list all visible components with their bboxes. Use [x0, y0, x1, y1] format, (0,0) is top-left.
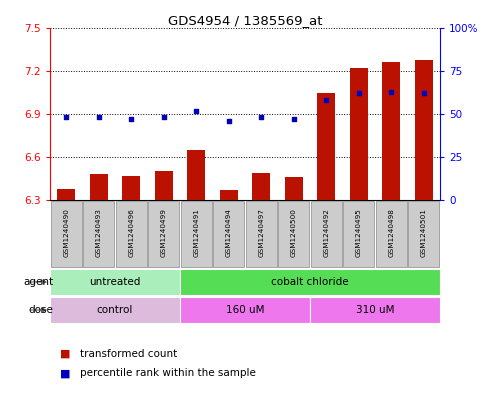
Text: GSM1240499: GSM1240499: [161, 208, 167, 257]
Text: GSM1240497: GSM1240497: [258, 208, 264, 257]
Point: [290, 116, 298, 122]
Bar: [180, 297, 310, 323]
Text: GSM1240498: GSM1240498: [388, 208, 394, 257]
Point: [355, 90, 363, 97]
Text: GSM1240501: GSM1240501: [421, 208, 427, 257]
Point: [62, 114, 70, 121]
Text: ■: ■: [60, 349, 71, 359]
Bar: [90, 174, 108, 200]
Point: [160, 114, 168, 121]
Text: GSM1240490: GSM1240490: [63, 208, 69, 257]
Text: transformed count: transformed count: [80, 349, 177, 359]
Point: [192, 107, 200, 114]
Bar: [116, 201, 146, 266]
Text: control: control: [97, 305, 133, 315]
Text: GSM1240500: GSM1240500: [291, 208, 297, 257]
Text: GSM1240494: GSM1240494: [226, 208, 232, 257]
Bar: [50, 268, 180, 296]
Bar: [310, 297, 440, 323]
Bar: [311, 201, 341, 266]
Text: dose: dose: [28, 305, 53, 315]
Text: 160 uM: 160 uM: [226, 305, 264, 315]
Bar: [84, 201, 114, 266]
Bar: [155, 171, 173, 200]
Text: 310 uM: 310 uM: [356, 305, 394, 315]
Text: untreated: untreated: [89, 277, 141, 287]
Bar: [148, 201, 179, 266]
Bar: [343, 201, 374, 266]
Point: [128, 116, 135, 122]
Text: GSM1240495: GSM1240495: [356, 208, 362, 257]
Bar: [279, 201, 309, 266]
Bar: [122, 176, 140, 200]
Point: [257, 114, 265, 121]
Point: [225, 118, 233, 124]
Point: [387, 88, 395, 95]
Bar: [409, 201, 439, 266]
Bar: [383, 62, 400, 200]
Bar: [350, 68, 368, 200]
Bar: [220, 190, 238, 200]
Text: agent: agent: [23, 277, 53, 287]
Bar: [50, 297, 180, 323]
Bar: [317, 92, 335, 200]
Text: ■: ■: [60, 368, 71, 378]
Text: GSM1240493: GSM1240493: [96, 208, 102, 257]
Bar: [415, 59, 433, 200]
Text: percentile rank within the sample: percentile rank within the sample: [80, 368, 256, 378]
Bar: [187, 150, 205, 200]
Text: cobalt chloride: cobalt chloride: [271, 277, 349, 287]
Bar: [181, 201, 212, 266]
Bar: [51, 201, 82, 266]
Point: [322, 97, 330, 103]
Point: [95, 114, 102, 121]
Bar: [213, 201, 244, 266]
Text: GSM1240492: GSM1240492: [323, 208, 329, 257]
Bar: [252, 173, 270, 200]
Title: GDS4954 / 1385569_at: GDS4954 / 1385569_at: [168, 14, 322, 27]
Bar: [180, 268, 440, 296]
Bar: [376, 201, 407, 266]
Text: GSM1240491: GSM1240491: [193, 208, 199, 257]
Bar: [57, 189, 75, 200]
Bar: [285, 177, 303, 200]
Text: GSM1240496: GSM1240496: [128, 208, 134, 257]
Point: [420, 90, 427, 97]
Bar: [246, 201, 277, 266]
